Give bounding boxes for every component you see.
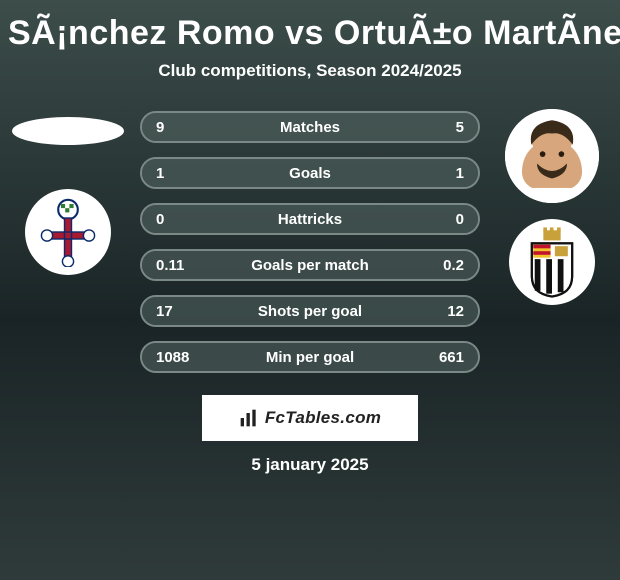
stat-bar: 0 Hattricks 0 (140, 203, 480, 235)
stat-label: Shots per goal (258, 303, 362, 320)
stat-value-right: 12 (447, 303, 464, 320)
crest-right-icon (516, 226, 588, 298)
stat-bar: 0.11 Goals per match 0.2 (140, 249, 480, 281)
logo-text: FcTables.com (265, 408, 381, 428)
player-right-avatar (505, 109, 599, 203)
stat-value-left: 1088 (156, 349, 189, 366)
stat-value-right: 661 (439, 349, 464, 366)
stat-fill-right (310, 159, 478, 187)
page-title: SÃ¡nchez Romo vs OrtuÃ±o MartÃ­nez (8, 14, 612, 53)
main-row: 9 Matches 5 1 Goals 1 0 Hattricks 0 0.11 Goals per… (8, 109, 612, 373)
crest-left-icon (33, 197, 103, 267)
stat-fill-left (142, 159, 310, 187)
content: SÃ¡nchez Romo vs OrtuÃ±o MartÃ­nez Club … (0, 0, 620, 580)
stats-column: 9 Matches 5 1 Goals 1 0 Hattricks 0 0.11 Goals per… (128, 109, 492, 373)
club-crest-left (25, 189, 111, 275)
stat-value-left: 17 (156, 303, 173, 320)
club-crest-right (509, 219, 595, 305)
fctables-logo: FcTables.com (202, 395, 418, 441)
stat-value-right: 0 (456, 211, 464, 228)
subtitle: Club competitions, Season 2024/2025 (8, 61, 612, 81)
stat-label: Min per goal (266, 349, 354, 366)
stat-value-left: 9 (156, 119, 164, 136)
stat-value-right: 1 (456, 165, 464, 182)
stat-label: Matches (280, 119, 340, 136)
comparison-card: SÃ¡nchez Romo vs OrtuÃ±o MartÃ­nez Club … (0, 0, 620, 580)
stat-bar: 9 Matches 5 (140, 111, 480, 143)
stat-value-right: 5 (456, 119, 464, 136)
bars-icon (239, 408, 259, 428)
stat-label: Hattricks (278, 211, 342, 228)
avatar-icon (505, 109, 599, 203)
stat-value-right: 0.2 (443, 257, 464, 274)
stat-value-left: 0.11 (156, 257, 184, 274)
stat-value-left: 1 (156, 165, 164, 182)
right-column (492, 109, 612, 305)
left-column (8, 109, 128, 275)
stat-bar: 17 Shots per goal 12 (140, 295, 480, 327)
stat-value-left: 0 (156, 211, 164, 228)
player-left-avatar-placeholder (12, 117, 124, 145)
stat-bar: 1 Goals 1 (140, 157, 480, 189)
date-text: 5 january 2025 (8, 455, 612, 475)
stat-label: Goals per match (251, 257, 369, 274)
stat-bar: 1088 Min per goal 661 (140, 341, 480, 373)
stat-label: Goals (289, 165, 331, 182)
